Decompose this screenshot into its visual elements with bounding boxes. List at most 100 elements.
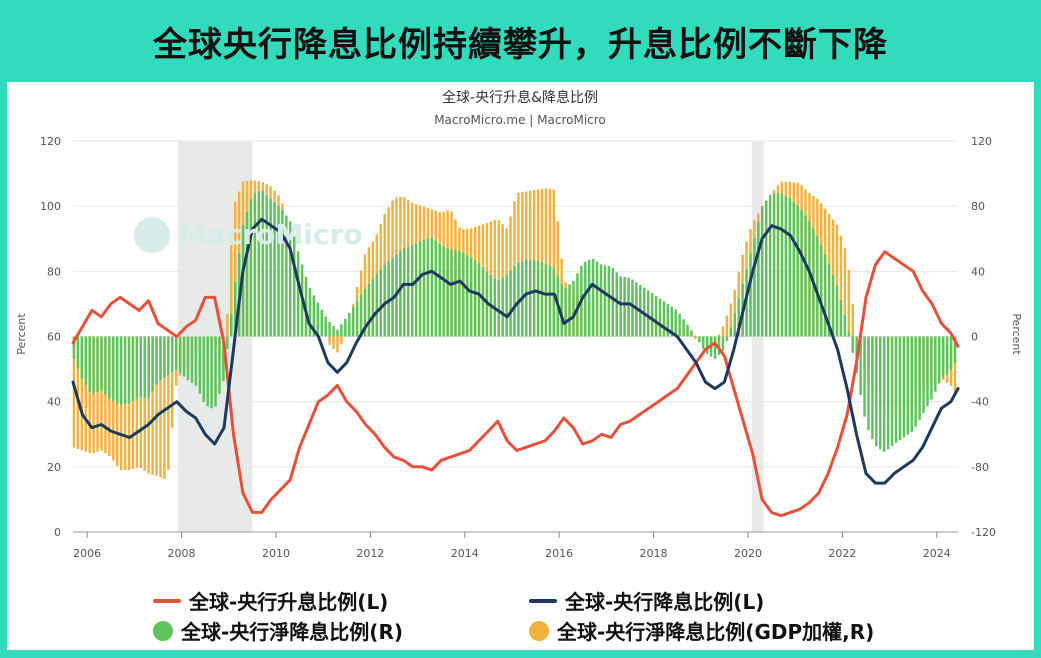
bar-net	[163, 336, 166, 378]
bar-net	[788, 197, 792, 337]
y-tick-label-left: 80	[47, 265, 61, 278]
bar-net	[218, 336, 221, 394]
bar-net	[729, 327, 733, 337]
legend-dot-icon	[153, 620, 173, 641]
legend-item-net-gdp[interactable]: 全球-央行淨降息比例(GDP加權,R)	[529, 616, 874, 645]
bar-net	[930, 336, 933, 400]
bar-net	[796, 205, 799, 337]
legend-item-net[interactable]: 全球-央行淨降息比例(R)	[153, 616, 403, 645]
bar-net	[210, 336, 213, 409]
bar-net	[387, 261, 390, 337]
bar-net	[147, 336, 150, 399]
bar-net	[80, 336, 84, 379]
bar-net-gdp	[843, 248, 847, 337]
x-tick-label: 2008	[168, 547, 196, 560]
legend-item-hike[interactable]: 全球-央行升息比例(L)	[153, 586, 388, 615]
bar-net-gdp	[167, 336, 170, 470]
bar-net	[497, 280, 500, 337]
bar-net	[434, 240, 438, 337]
bar-net	[367, 283, 371, 337]
bar-net-gdp	[155, 336, 158, 477]
bar-net	[112, 336, 115, 402]
bar-net	[351, 306, 355, 337]
bar-net-gdp	[139, 336, 143, 469]
bar-net	[135, 336, 139, 399]
bar-net	[151, 336, 154, 392]
bar-net-gdp	[851, 303, 854, 337]
bar-net	[670, 306, 674, 337]
bar-net	[328, 322, 331, 337]
bar-net	[249, 199, 253, 337]
bar-net	[623, 276, 626, 337]
bar-net	[572, 280, 575, 337]
bar-net	[88, 336, 91, 392]
bar-net	[178, 336, 182, 373]
bar-net	[186, 336, 190, 381]
bar-net	[544, 263, 548, 337]
x-tick-label: 2018	[640, 547, 668, 560]
bar-net	[72, 336, 76, 359]
bar-net	[910, 336, 913, 432]
bar-net	[875, 336, 878, 447]
bar-net	[359, 294, 363, 337]
bar-net	[285, 215, 288, 337]
legend-label: 全球-央行升息比例(L)	[189, 590, 389, 614]
bar-net	[139, 336, 143, 398]
bar-net	[477, 263, 481, 337]
bar-net-gdp	[230, 244, 233, 337]
bar-net	[348, 313, 351, 337]
bar-net	[823, 254, 827, 337]
bar-net	[202, 336, 205, 402]
y-axis-label-right: Percent	[1010, 313, 1023, 355]
bar-net	[835, 285, 839, 337]
bar-net-gdp	[80, 336, 84, 451]
bar-net	[198, 336, 202, 394]
bar-net	[584, 261, 587, 337]
bar-net	[560, 284, 563, 337]
bar-net	[953, 336, 957, 364]
bar-net	[96, 336, 99, 393]
bar-net	[340, 324, 343, 337]
x-tick-label: 2014	[451, 547, 479, 560]
bar-net-gdp	[328, 336, 331, 345]
bar-net	[938, 336, 941, 384]
bar-net	[847, 332, 851, 337]
bar-net	[422, 239, 426, 337]
bar-net	[863, 336, 866, 417]
bar-net	[430, 237, 434, 337]
bar-net	[159, 336, 162, 381]
bar-net	[536, 260, 540, 337]
bar-net	[721, 336, 725, 351]
bar-net-gdp	[493, 220, 497, 337]
line-hike	[71, 250, 960, 518]
legend-item-cut[interactable]: 全球-央行降息比例(L)	[529, 586, 764, 615]
bar-net-gdp	[131, 336, 135, 469]
bar-net	[890, 336, 894, 446]
bar-net	[717, 336, 721, 356]
bar-net	[886, 336, 890, 450]
bar-net	[733, 313, 736, 337]
bar-net	[780, 193, 784, 337]
bar-net	[587, 259, 591, 337]
bar-net	[800, 210, 803, 337]
bar-net	[705, 336, 709, 354]
bar-net	[694, 335, 697, 337]
x-tick-label: 2012	[356, 547, 384, 560]
y-tick-label-right: -120	[971, 526, 996, 539]
bar-net	[214, 336, 217, 407]
bar-net	[918, 336, 921, 420]
title-banner: 全球央行降息比例持續攀升，升息比例不斷下降	[0, 0, 1041, 82]
x-tick-label: 2020	[734, 547, 762, 560]
bar-net	[265, 194, 268, 337]
bar-net-gdp	[835, 224, 839, 337]
bar-net	[108, 336, 111, 399]
legend-line-icon	[529, 598, 557, 603]
bar-net	[127, 336, 131, 404]
y-tick-label-right: 120	[971, 135, 992, 148]
bar-net-gdp	[163, 336, 166, 479]
bar-net	[631, 279, 634, 337]
bar-net-gdp	[100, 336, 103, 451]
bar-net-gdp	[725, 315, 729, 337]
bar-net	[894, 336, 898, 443]
bar-net	[466, 255, 469, 337]
